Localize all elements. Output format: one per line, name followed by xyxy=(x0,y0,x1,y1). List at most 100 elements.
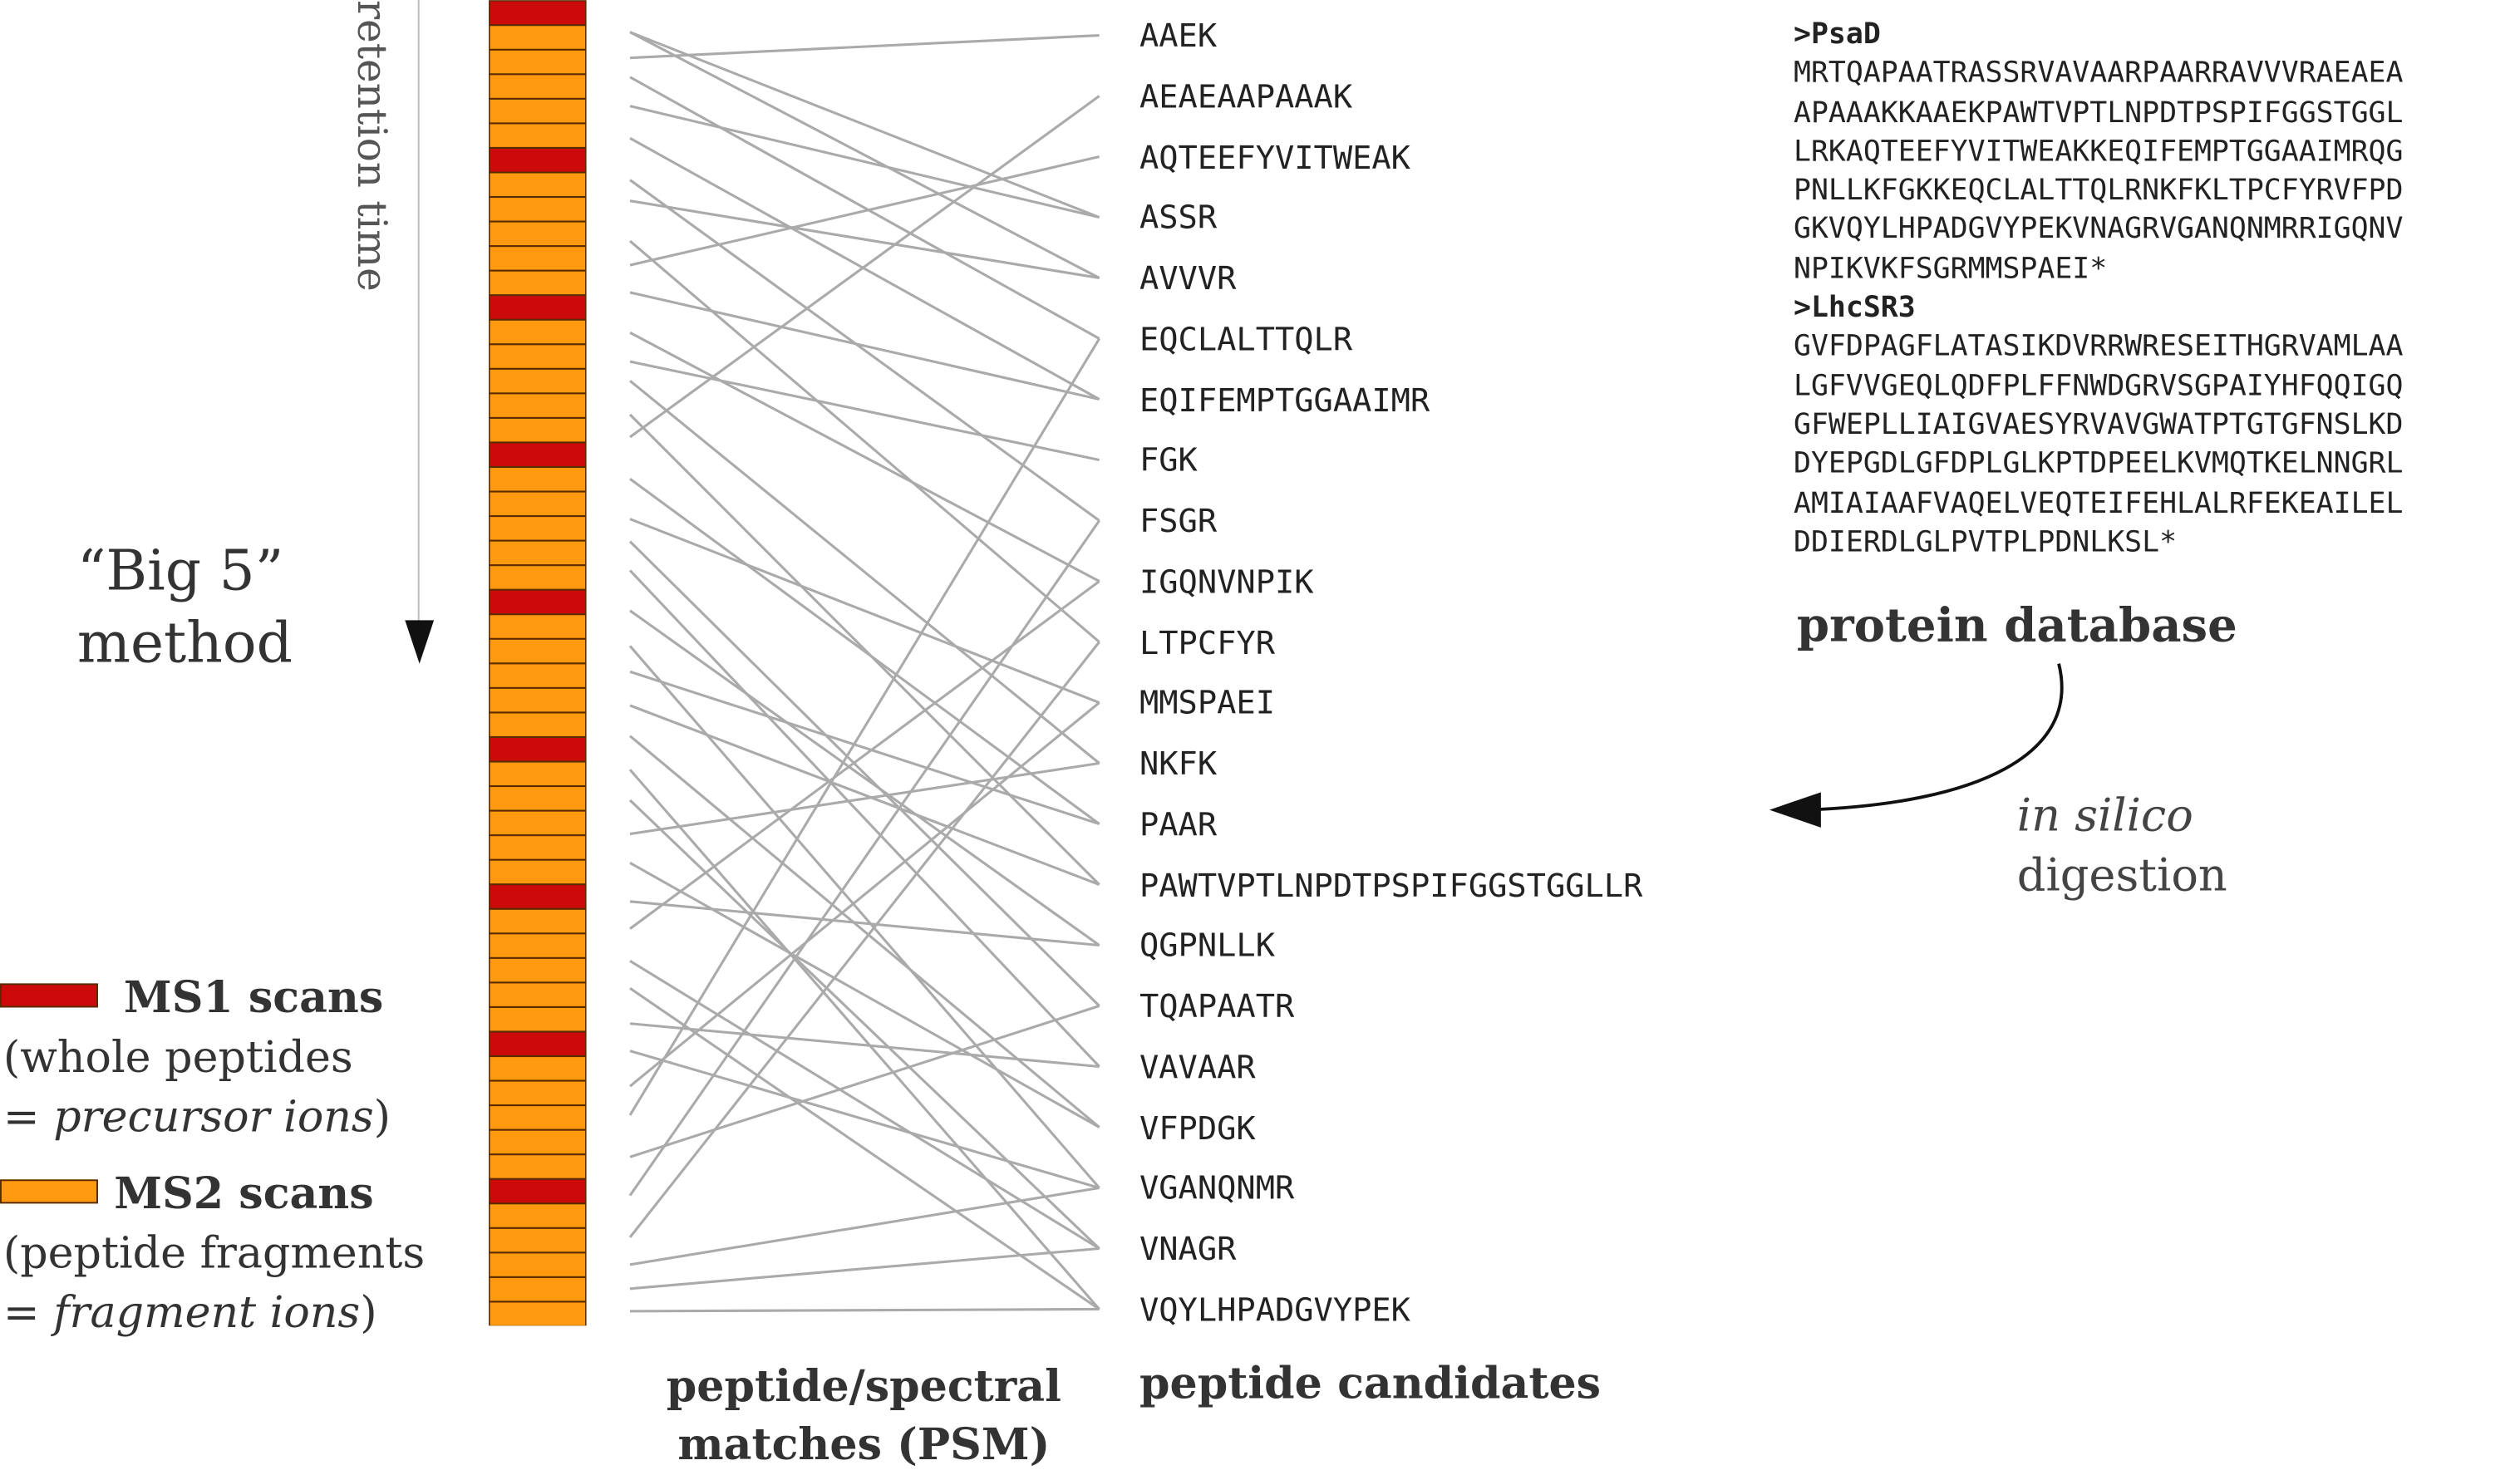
ms2-scan xyxy=(489,785,587,812)
ms2-scan xyxy=(489,957,587,983)
peptide-candidate: EQCLALTTQLR xyxy=(1139,319,1353,358)
ms2-scan xyxy=(489,613,587,640)
ms2-scan xyxy=(489,392,587,419)
ms2-scan xyxy=(489,270,587,296)
protein-sequence-line: GKVQYLHPADGVYPEKVNAGRVGANQNMRRIGQNV xyxy=(1794,213,2404,247)
ms2-scan xyxy=(489,1006,587,1032)
ms2-scan xyxy=(489,1129,587,1155)
psm-line xyxy=(629,580,1100,930)
ms2-scan xyxy=(489,1227,587,1253)
protein-sequence-line: DYEPGDLGFDPLGLKPTDPEELKVMQTKELNNGRL xyxy=(1794,447,2404,481)
protein-sequence-line: APAAAKKAAEKPAWTVPTLNPDTPSPIFGGSTGGL xyxy=(1794,96,2404,130)
psm-lines xyxy=(628,31,1100,1313)
protein-header: >PsaD xyxy=(1794,17,1881,52)
ms2-scan xyxy=(489,564,587,591)
ms2-scan xyxy=(489,368,587,394)
in-silico-text: in silico xyxy=(2016,789,2193,843)
protein-sequence-line: LGFVVGEQLQDFPLFFNWDGRVSGPAIYHFQQIGQ xyxy=(1794,369,2404,403)
ms2-scan xyxy=(489,171,587,198)
peptide-candidate: PAWTVPTLNPDTPSPIFGGSTGGLLR xyxy=(1139,865,1643,904)
ms2-scan xyxy=(489,638,587,664)
protein-database-title: protein database xyxy=(1796,597,2237,653)
in-silico-digestion-label: in silico digestion xyxy=(2017,786,2227,905)
psm-line xyxy=(629,179,1100,522)
ms2-scan xyxy=(489,1104,587,1131)
psm-line xyxy=(629,33,1100,60)
psm-line xyxy=(629,670,1100,825)
psm-title: peptide/spectral matches (PSM) xyxy=(627,1359,1100,1475)
digestion-text: digestion xyxy=(2016,848,2227,902)
ms2-scan xyxy=(489,1251,587,1278)
ms2-scan xyxy=(489,343,587,370)
psm-line xyxy=(629,862,1100,1128)
psm-line xyxy=(628,569,1100,1068)
psm-line xyxy=(629,735,1100,1128)
protein-sequence-line: MRTQAPAATRASSRVAVAARPAARRAVVVRAEAEA xyxy=(1794,57,2404,91)
peptide-candidate: EQIFEMPTGGAAIMR xyxy=(1139,380,1430,419)
ms2-scan xyxy=(489,196,587,223)
psm-line xyxy=(629,136,1100,401)
psm-line xyxy=(628,641,1100,1238)
peptide-candidate: AAEK xyxy=(1139,16,1218,55)
psm-line xyxy=(629,155,1100,267)
ms1-legend-swatch xyxy=(0,983,98,1008)
psm-line xyxy=(629,704,1100,886)
ms2-scan xyxy=(489,466,587,493)
ms2-scan xyxy=(489,319,587,345)
psm-title-line1: peptide/spectral xyxy=(666,1362,1061,1413)
psm-line xyxy=(629,360,1100,462)
psm-line xyxy=(629,900,1100,947)
ms2-scan xyxy=(489,491,587,517)
protein-header: >LhcSR3 xyxy=(1794,291,1916,325)
ms2-scan xyxy=(489,24,587,51)
peptide-candidate: VGANQNMR xyxy=(1139,1168,1295,1207)
psm-title-line2: matches (PSM) xyxy=(677,1420,1051,1471)
psm-line xyxy=(629,1005,1100,1158)
psm-line xyxy=(629,31,1100,279)
psm-line xyxy=(629,331,1100,583)
protein-sequence-line: LRKAQTEEFYVITWEAKKEQIFEMPTGGAAIMRQG xyxy=(1794,135,2404,169)
retention-time-axis xyxy=(417,0,420,631)
peptide-candidate: VQYLHPADGVYPEK xyxy=(1139,1290,1410,1329)
ms1-legend-line1: (whole peptides xyxy=(2,1033,353,1084)
ms1-legend-title: MS1 scans xyxy=(123,973,384,1024)
psm-line xyxy=(628,519,1100,1197)
ms2-scan xyxy=(489,932,587,959)
ms2-scan xyxy=(489,49,587,75)
psm-line xyxy=(628,413,1100,886)
protein-sequence-line: NPIKVKFSGRMMSPAEI* xyxy=(1794,252,2108,286)
peptide-candidate: QGPNLLK xyxy=(1139,926,1275,965)
psm-line xyxy=(628,540,1100,1007)
psm-line xyxy=(629,380,1100,765)
ms2-scan xyxy=(489,73,587,100)
psm-line xyxy=(629,701,1100,1088)
protein-database-sequences: >PsaD MRTQAPAATRASSRVAVAARPAARRAVVVRAEAEA… xyxy=(1794,16,2403,563)
psm-line xyxy=(628,337,1100,1116)
retention-time-arrowhead xyxy=(405,620,435,664)
psm-line xyxy=(629,1022,1100,1069)
psm-line xyxy=(629,76,1100,340)
psm-line xyxy=(629,1246,1100,1291)
ms2-scan xyxy=(489,1153,587,1180)
protein-sequence-line: PNLLKFGKKEQCLALTTQLRNKFKLTPCFYRVFPD xyxy=(1794,174,2404,208)
psm-line xyxy=(630,1307,1100,1313)
ms1-scan xyxy=(489,147,587,173)
peptide-candidate: IGQNVNPIK xyxy=(1139,562,1314,601)
peptide-candidate: VAVAAR xyxy=(1139,1047,1256,1086)
ms2-scan xyxy=(489,122,587,149)
peptide-candidate: AEAEAAPAAAK xyxy=(1139,76,1353,116)
peptide-candidate: PAAR xyxy=(1139,804,1218,843)
peptide-candidate: MMSPAEI xyxy=(1139,683,1275,722)
psm-line xyxy=(629,95,1100,439)
psm-line xyxy=(628,799,1100,1250)
ms1-legend-line2: = precursor ions) xyxy=(2,1092,391,1143)
peptide-candidate: AVVVR xyxy=(1139,258,1237,297)
ms2-scan xyxy=(489,908,587,934)
psm-line xyxy=(629,291,1100,401)
ms1-scan xyxy=(489,441,587,468)
psm-line xyxy=(629,239,1100,643)
ms2-legend-title: MS2 scans xyxy=(114,1169,374,1220)
psm-line xyxy=(629,105,1100,219)
psm-line xyxy=(629,199,1100,280)
